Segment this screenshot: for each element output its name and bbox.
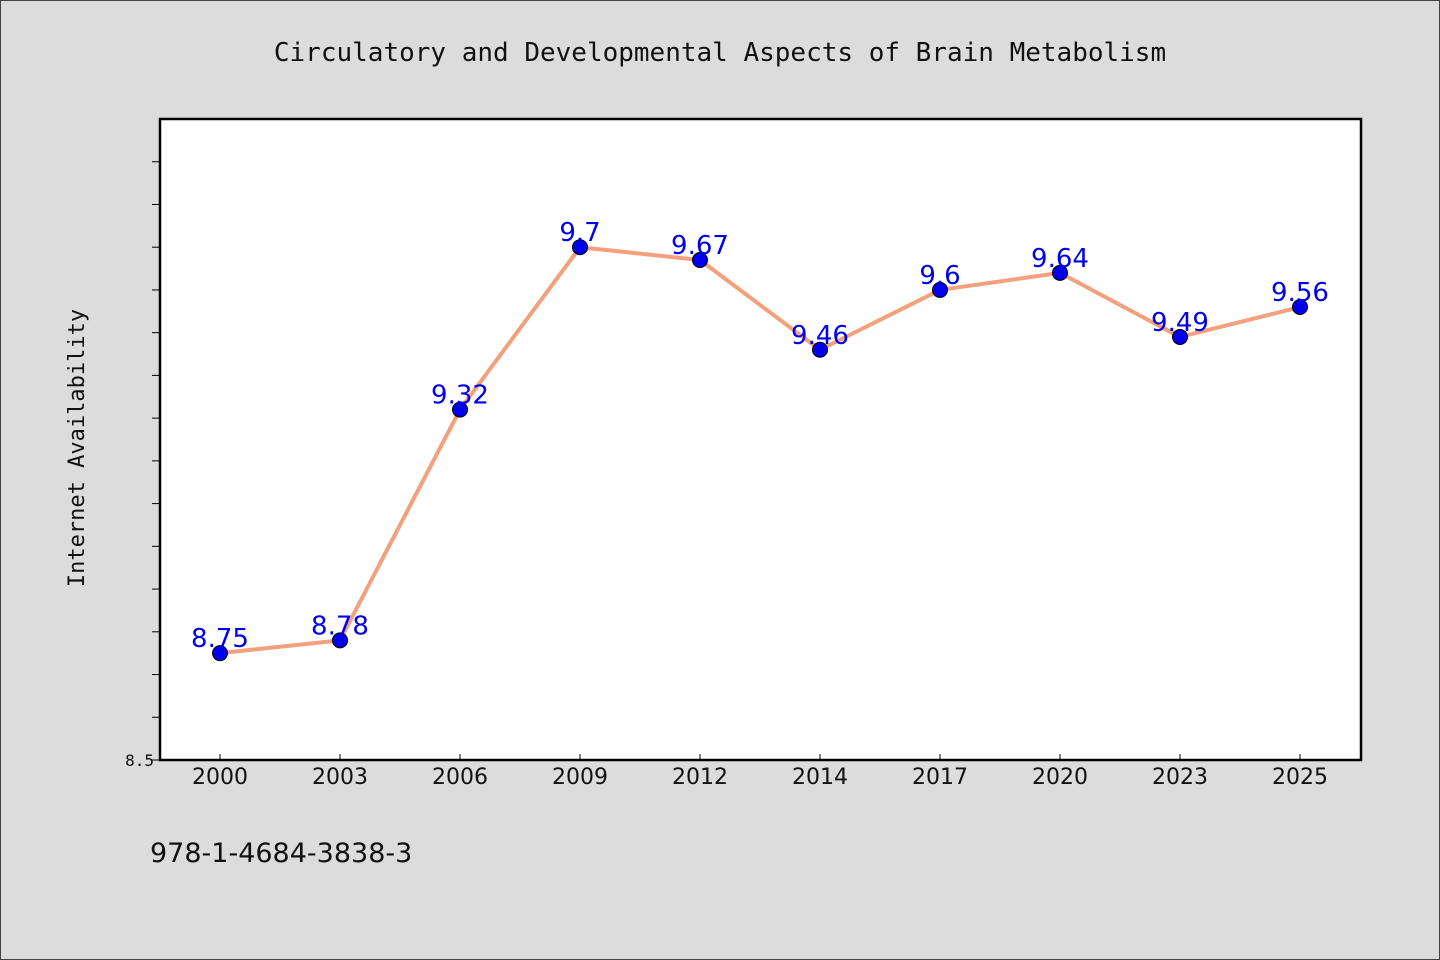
- data-label: 9.49: [1151, 308, 1209, 338]
- data-point: [1052, 264, 1068, 281]
- x-tick-label: 2003: [312, 765, 368, 790]
- data-point: [932, 281, 948, 298]
- data-point: [212, 645, 228, 662]
- data-point: [452, 401, 468, 418]
- data-point: [1172, 328, 1188, 345]
- data-point: [692, 252, 708, 269]
- data-point: [1292, 299, 1308, 316]
- data-label: 9.7: [559, 218, 600, 248]
- data-label: 9.64: [1031, 244, 1089, 274]
- series-line: [219, 245, 1301, 656]
- data-point: [332, 632, 348, 649]
- x-tick-label: 2025: [1272, 765, 1328, 790]
- data-label: 9.67: [671, 231, 729, 261]
- data-label: 8.75: [191, 624, 249, 654]
- x-tick-label: 2023: [1152, 765, 1208, 790]
- data-markers: [212, 239, 1308, 662]
- data-point: [572, 239, 588, 256]
- x-axis-ticks: 2000 2003 2006 2009 2012 2014 2017 2020 2023 2025: [192, 754, 1328, 790]
- x-tick-label: 2017: [912, 765, 968, 790]
- data-label: 9.32: [431, 381, 489, 411]
- footnote-isbn: 978-1-4684-3838-3: [150, 838, 412, 869]
- x-tick-label: 2000: [192, 765, 248, 790]
- data-label: 9.6: [919, 261, 960, 291]
- y-axis-ticks: 8.5: [125, 161, 160, 770]
- x-tick-label: 2009: [552, 765, 608, 790]
- data-labels: 8.75 8.78 9.32 9.7 9.67 9.46 9.6 9.64 9.49 9.56: [191, 218, 1329, 654]
- x-tick-label: 2006: [432, 765, 488, 790]
- x-tick-label: 2012: [672, 765, 728, 790]
- x-tick-label: 2014: [792, 765, 848, 790]
- data-label: 9.56: [1271, 278, 1329, 308]
- y-tick-label: 8.5: [125, 751, 154, 770]
- series-line-group: [219, 245, 1301, 656]
- y-axis-label: Internet Availability: [65, 309, 90, 587]
- data-label: 9.46: [791, 321, 849, 351]
- chart-title: Circulatory and Developmental Aspects of…: [274, 38, 1166, 68]
- x-tick-label: 2020: [1032, 765, 1088, 790]
- data-point: [812, 341, 828, 358]
- data-label: 8.78: [311, 611, 369, 641]
- plot-area: [158, 117, 1363, 762]
